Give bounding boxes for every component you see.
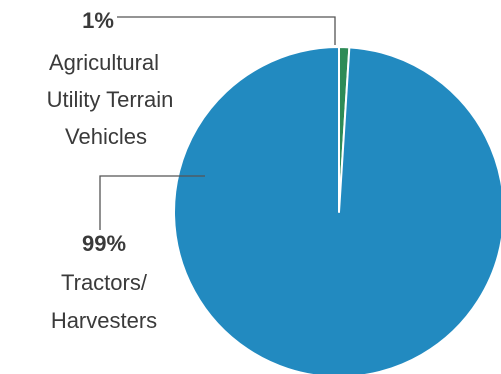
slice-name-label-utv-line3: Vehicles [65, 124, 147, 149]
pie-slices [173, 46, 501, 374]
slice-name-label-utv-line1: Agricultural [49, 50, 159, 75]
leader-line-tractors [99, 175, 205, 230]
slice-name-label-tractors-line1: Tractors/ [61, 270, 148, 295]
slice-value-label-utv: 1% [82, 8, 114, 33]
slice-value-label-tractors: 99% [82, 231, 126, 256]
pie-slice-tractors [173, 46, 501, 374]
slice-name-label-tractors-line2: Harvesters [51, 308, 157, 333]
leader-line-utv [117, 16, 336, 45]
slice-name-label-utv-line2: Utility Terrain [47, 87, 174, 112]
